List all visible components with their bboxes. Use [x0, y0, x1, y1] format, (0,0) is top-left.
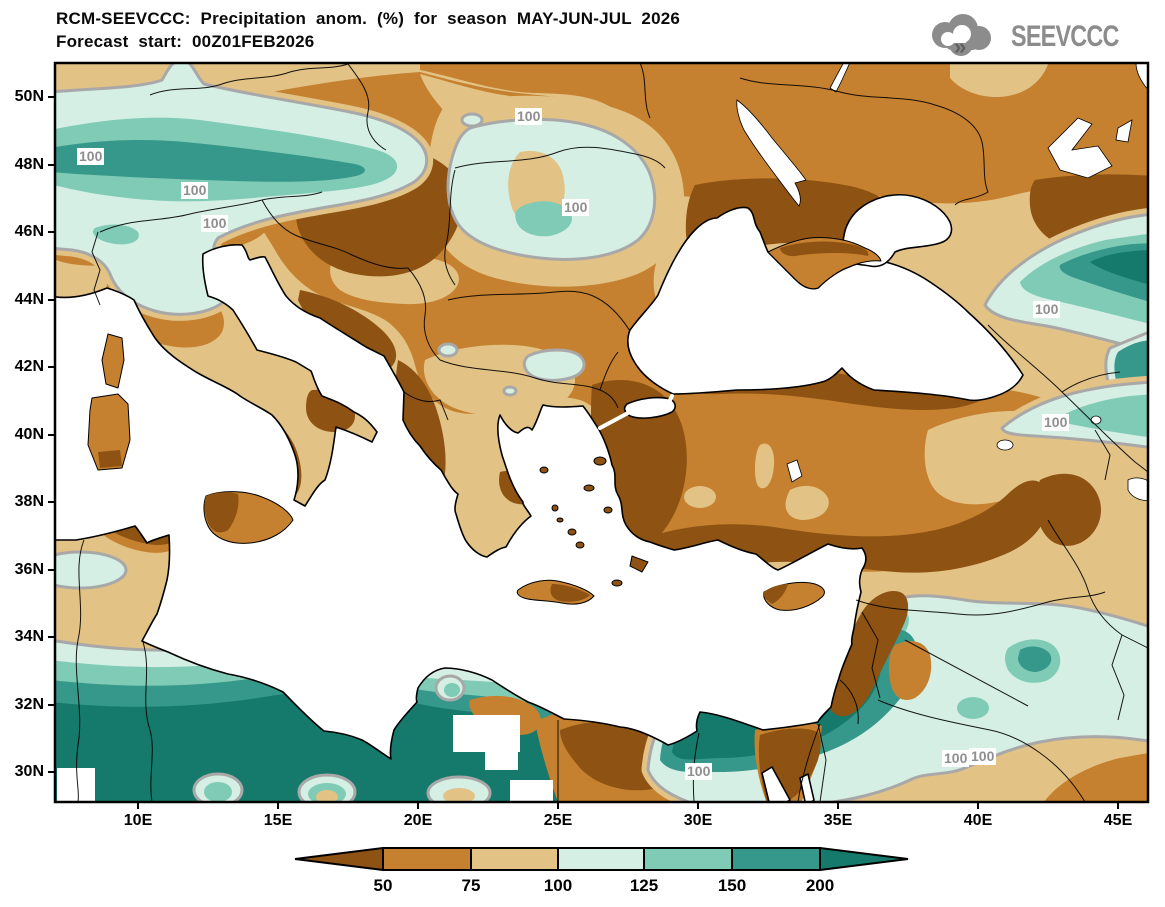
- rhodes: [629, 555, 649, 573]
- sea-of-azov: [842, 194, 953, 268]
- lat-tick-label: 44N: [14, 291, 44, 308]
- cloud-logo-icon: »: [931, 14, 991, 59]
- lat-tick-mark: [48, 636, 55, 638]
- colorbar-value-label: 50: [373, 876, 393, 895]
- colorbar-segment: [557, 847, 645, 871]
- lat-tick-mark: [48, 164, 55, 166]
- lat-tick-label: 32N: [14, 696, 44, 713]
- bosphorus-strait: [666, 394, 674, 406]
- contour-value-label: 100: [1042, 414, 1070, 431]
- lake-van: [996, 439, 1014, 451]
- lat-tick-mark: [48, 96, 55, 98]
- contour-value-label: 100: [77, 148, 105, 165]
- lon-tick-label: 25E: [543, 812, 573, 829]
- lon-tick-label: 35E: [823, 812, 853, 829]
- contour-value-label: 100: [562, 199, 590, 216]
- contour-value-label: 100: [942, 750, 970, 767]
- gulf-of-aqaba: [799, 773, 815, 802]
- seevccc-logo: » SEEVCCC: [921, 12, 1149, 62]
- lat-tick-label: 34N: [14, 628, 44, 645]
- contour-value-label: 100: [181, 182, 209, 199]
- colorbar-segment: [382, 847, 472, 871]
- colorbar-value-label: 125: [629, 876, 659, 895]
- aegean-islands: [539, 456, 623, 587]
- lat-tick-label: 46N: [14, 223, 44, 240]
- lon-tick-mark: [837, 802, 839, 809]
- colorbar-value-label: 100: [543, 876, 573, 895]
- lon-tick-label: 45E: [1103, 812, 1133, 829]
- lat-tick-label: 38N: [14, 493, 44, 510]
- lat-tick-mark: [48, 366, 55, 368]
- don-river: [1047, 117, 1113, 179]
- lat-tick-label: 42N: [14, 358, 44, 375]
- lon-tick-mark: [137, 802, 139, 809]
- lon-tick-label: 15E: [263, 812, 293, 829]
- dnieper-river: [736, 99, 807, 207]
- lon-tick-mark: [557, 802, 559, 809]
- islands: [87, 237, 882, 611]
- white-patches: [57, 63, 1148, 802]
- forecast-start-subtitle: Forecast start: 00Z01FEB2026: [56, 32, 315, 51]
- contour-value-label: 100: [685, 763, 713, 780]
- contour-value-label: 100: [515, 108, 543, 125]
- no-data-patch: [510, 780, 553, 802]
- colorbar-segment: [643, 847, 733, 871]
- contour-value-label: 100: [969, 748, 997, 765]
- lake-tuz: [786, 459, 803, 483]
- kerch-strait: [879, 250, 892, 263]
- lat-tick-label: 36N: [14, 561, 44, 578]
- map-frame: [53, 61, 1150, 804]
- lat-tick-label: 40N: [14, 426, 44, 443]
- lon-tick-label: 40E: [963, 812, 993, 829]
- lon-tick-mark: [1117, 802, 1119, 809]
- colorbar-segment: [731, 847, 821, 871]
- contour-value-label: 100: [1033, 301, 1061, 318]
- no-data-patch: [485, 752, 518, 770]
- lon-tick-label: 30E: [683, 812, 713, 829]
- logo-text: SEEVCCC: [1010, 20, 1119, 53]
- lon-tick-mark: [697, 802, 699, 809]
- teal-ring-romania: [437, 112, 657, 397]
- contour-value-label: 100: [201, 215, 229, 232]
- colorbar-left-arrow: [294, 846, 384, 872]
- lon-tick-mark: [277, 802, 279, 809]
- lat-tick-mark: [48, 771, 55, 773]
- logo-arrow-glyph: »: [954, 34, 966, 59]
- gulf-of-suez: [761, 766, 791, 802]
- teal-bands-caucasus: [978, 208, 1148, 454]
- colorbar: [294, 846, 909, 872]
- lat-tick-label: 50N: [14, 88, 44, 105]
- no-data-patch: [57, 768, 95, 802]
- lon-tick-label: 20E: [403, 812, 433, 829]
- lat-tick-mark: [48, 704, 55, 706]
- no-data-patch: [453, 715, 520, 752]
- colorbar-value-label: 75: [461, 876, 481, 895]
- teal-band-alps: [55, 63, 434, 321]
- corsica: [101, 333, 125, 389]
- lat-tick-mark: [48, 231, 55, 233]
- colorbar-right-arrow: [819, 846, 909, 872]
- lat-tick-mark: [48, 501, 55, 503]
- lat-tick-label: 30N: [14, 763, 44, 780]
- seas: [55, 194, 1024, 760]
- lat-tick-mark: [48, 569, 55, 571]
- map-title: RCM-SEEVCCC: Precipitation anom. (%) for…: [56, 9, 681, 28]
- colorbar-value-label: 200: [805, 876, 835, 895]
- lat-tick-mark: [48, 299, 55, 301]
- lake-sevan: [1090, 415, 1102, 425]
- lon-tick-label: 10E: [123, 812, 153, 829]
- colorbar-value-label: 150: [717, 876, 747, 895]
- lon-tick-mark: [417, 802, 419, 809]
- lake-urmia: [1127, 477, 1148, 501]
- dardanelles-strait: [598, 411, 630, 430]
- lat-tick-mark: [48, 434, 55, 436]
- lat-tick-label: 48N: [14, 156, 44, 173]
- colorbar-segment: [470, 847, 559, 871]
- lon-tick-mark: [977, 802, 979, 809]
